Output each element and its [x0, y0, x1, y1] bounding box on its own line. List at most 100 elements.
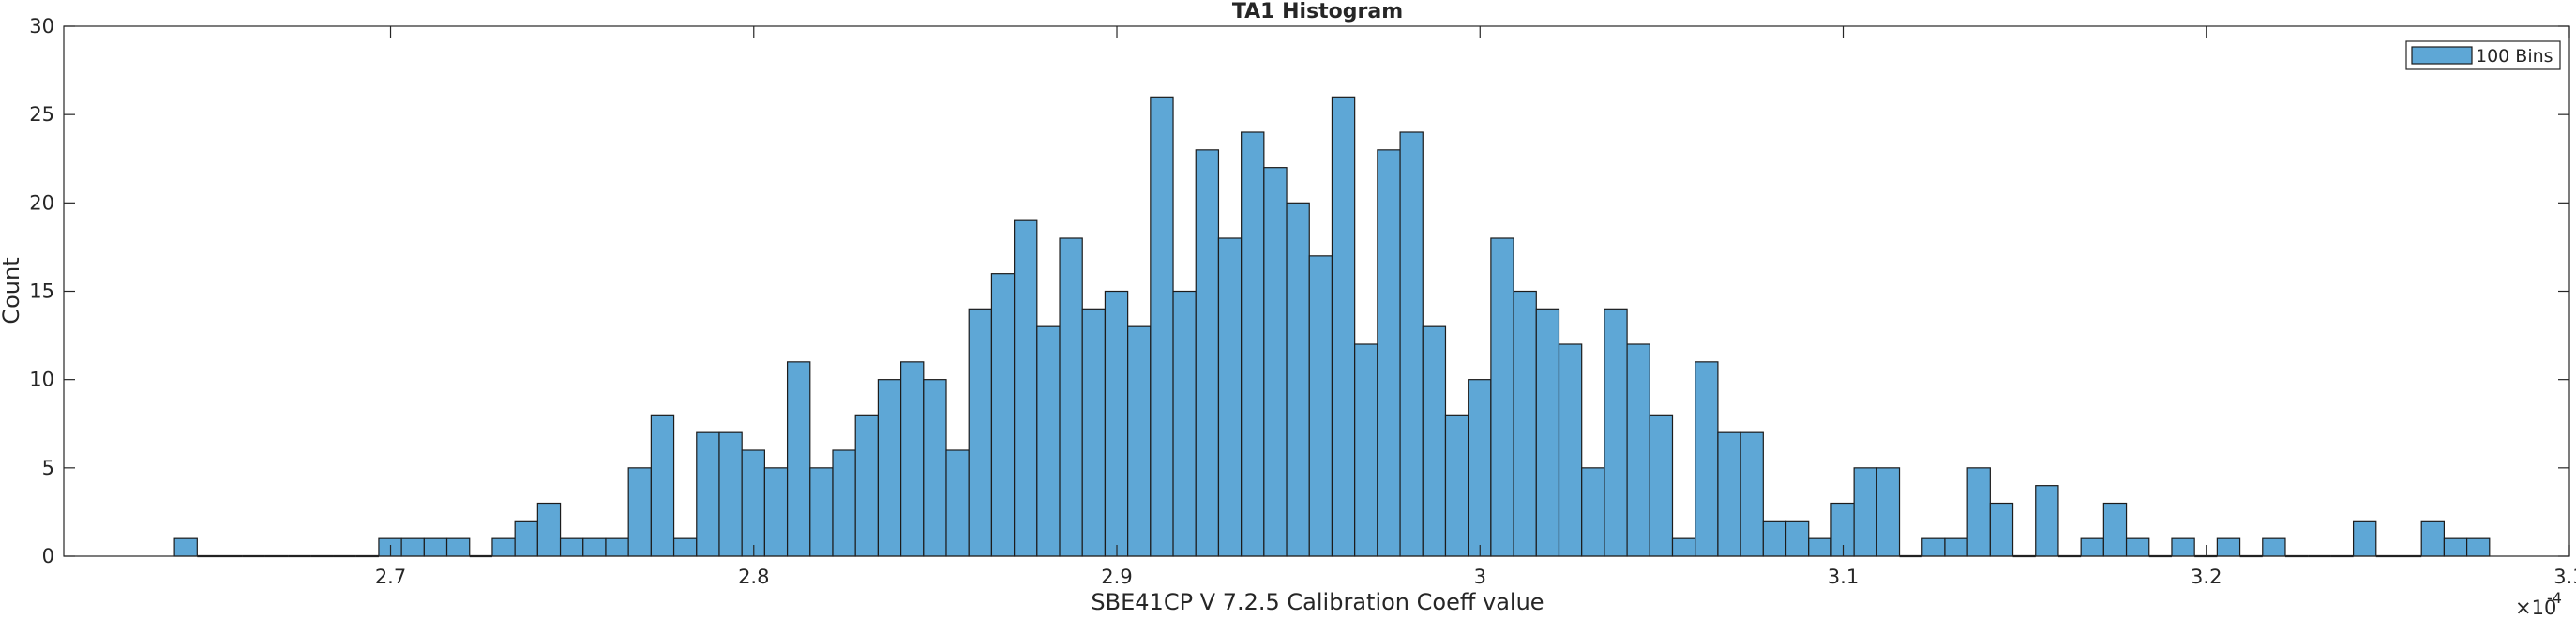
histogram-bar [1468, 379, 1492, 557]
histogram-bar [1944, 537, 1968, 557]
histogram-bar [2080, 537, 2104, 557]
x-tick-label: 2.8 [738, 566, 769, 588]
x-tick-label: 3.1 [1828, 566, 1859, 588]
histogram-bar [1921, 537, 1946, 557]
histogram-bar [1604, 308, 1628, 557]
histogram-bar [1308, 255, 1333, 557]
histogram-bar [832, 449, 856, 557]
histogram-bar [491, 537, 516, 557]
histogram-bar [605, 537, 629, 557]
histogram-bar [1081, 308, 1107, 557]
histogram-bar [945, 449, 970, 557]
histogram-bar [923, 379, 947, 557]
x-axis-label: SBE41CP V 7.2.5 Calibration Coeff value [1091, 589, 1544, 615]
histogram-bar [2352, 520, 2377, 557]
x-tick-label: 2.7 [375, 566, 406, 588]
histogram-bar [2171, 537, 2195, 557]
histogram-bar [1853, 467, 1877, 557]
histogram-bar [1671, 537, 1696, 557]
histogram-bar [2420, 520, 2445, 557]
histogram-bar [423, 537, 448, 557]
histogram-bar [514, 520, 538, 557]
histogram-bar [1649, 414, 1674, 557]
histogram-bar [1036, 325, 1061, 557]
histogram-bar [1762, 520, 1787, 557]
histogram-bar [1444, 414, 1469, 557]
histogram-bar [1241, 131, 1265, 557]
histogram-bar [2102, 502, 2128, 557]
histogram-bar [1127, 325, 1152, 557]
histogram-bar [2035, 485, 2059, 557]
x-multiplier-base: ×10 [2515, 597, 2556, 616]
y-tick-label: 15 [29, 280, 54, 303]
y-tick-label: 0 [42, 545, 54, 567]
histogram-bar [2216, 537, 2241, 557]
histogram-bar [536, 502, 562, 557]
histogram-bar [718, 431, 743, 557]
legend-label: 100 Bins [2476, 46, 2553, 67]
y-tick-label: 10 [29, 369, 54, 391]
y-axis-label: Count [0, 257, 24, 324]
histogram-bar [1490, 237, 1514, 557]
histogram-bar [1104, 290, 1129, 557]
histogram-bar [173, 537, 198, 557]
histogram-bar [1558, 343, 1583, 557]
histogram-bar [1581, 467, 1605, 557]
y-tick-label: 20 [29, 191, 54, 214]
histogram-bar [1172, 290, 1197, 557]
histogram-bar [1989, 502, 2014, 557]
histogram-bar [990, 273, 1016, 557]
histogram-bar [445, 537, 471, 557]
chart-title: TA1 Histogram [1232, 0, 1403, 23]
histogram-bar [900, 361, 925, 557]
histogram-bar [1150, 96, 1174, 557]
histogram-bar [1286, 202, 1310, 557]
histogram-bar [1263, 167, 1288, 557]
histogram-bar [741, 449, 765, 557]
x-axis-multiplier: ×10 -4 [2515, 589, 2562, 619]
histogram-bar [582, 537, 607, 557]
histogram-bar [1377, 149, 1401, 557]
histogram-bar [2262, 537, 2286, 557]
y-tick-label: 25 [29, 103, 54, 126]
histogram-bar [2125, 537, 2150, 557]
histogram-bar [627, 467, 652, 557]
axes-layer: 2.7 2.8 2.9 3 3.1 3.2 3.3 0 5 10 15 20 25 30 [29, 15, 2576, 588]
histogram-bar [1422, 325, 1447, 557]
histogram-bar [696, 431, 720, 557]
x-tick-label: 3 [1474, 566, 1486, 588]
x-multiplier-exponent: -4 [2547, 589, 2562, 607]
histogram-bar [559, 537, 584, 557]
histogram-bar [1399, 131, 1424, 557]
histogram-bar [1808, 537, 1832, 557]
x-tick-label: 3.2 [2191, 566, 2222, 588]
histogram-bar [968, 308, 993, 557]
y-tick-label: 30 [29, 15, 54, 38]
histogram-bar [1695, 361, 1719, 557]
histogram-bar [1354, 343, 1378, 557]
histogram-bar [786, 361, 811, 557]
histogram-bar [1195, 149, 1220, 557]
histogram-bar [1331, 96, 1356, 557]
histogram-bar [1626, 343, 1650, 557]
histogram-bar [2443, 537, 2468, 557]
histogram-bar [1535, 308, 1560, 557]
histogram-bar [650, 414, 675, 557]
bars-layer [173, 96, 2491, 558]
y-tick-label: 5 [42, 457, 54, 479]
x-tick-label: 3.3 [2553, 566, 2576, 588]
histogram-bar [1217, 237, 1243, 557]
histogram-bar [877, 379, 902, 557]
histogram-bar [2466, 537, 2491, 557]
histogram-bar [1717, 431, 1741, 557]
legend-swatch [2411, 46, 2473, 65]
histogram-bar [672, 537, 698, 557]
histogram-bar [1876, 467, 1901, 557]
histogram-bar [1513, 290, 1537, 557]
histogram-bar [854, 414, 879, 557]
histogram-bar [1966, 467, 1991, 557]
histogram-bar [1059, 237, 1083, 557]
histogram-bar [1740, 431, 1764, 557]
x-tick-label: 2.9 [1101, 566, 1132, 588]
